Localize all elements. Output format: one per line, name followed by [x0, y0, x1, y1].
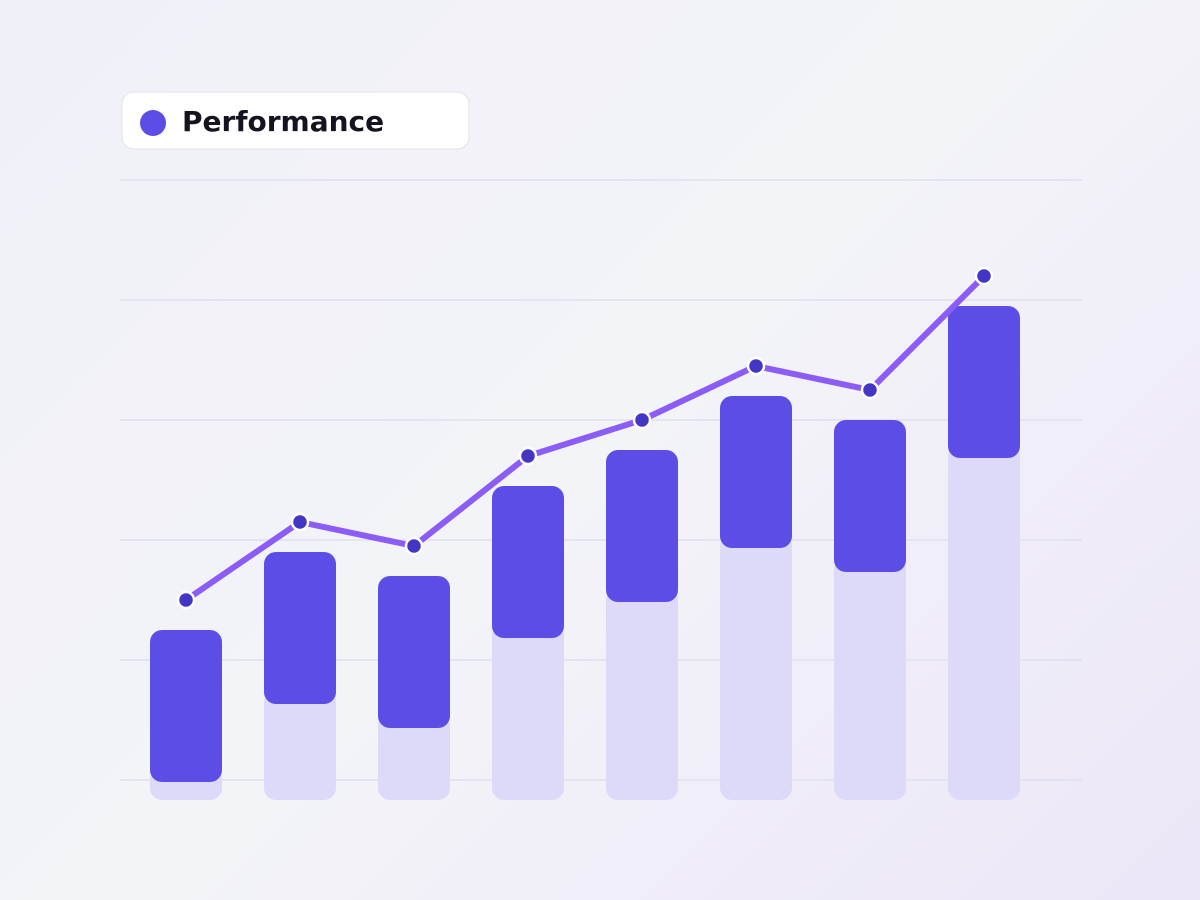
- line-point: [746, 356, 766, 376]
- bar-base: [264, 690, 336, 800]
- line-point: [290, 512, 310, 532]
- bar: [606, 450, 678, 602]
- bar-base: [834, 558, 906, 800]
- legend-label: Performance: [182, 105, 384, 138]
- legend: Performance: [121, 91, 470, 150]
- bar-base: [720, 534, 792, 800]
- bar-base: [606, 588, 678, 800]
- line-point: [860, 380, 880, 400]
- line-point: [632, 410, 652, 430]
- bar-base: [492, 624, 564, 800]
- bars: [150, 306, 1020, 800]
- bar: [492, 486, 564, 638]
- line-point: [518, 446, 538, 466]
- line-point: [974, 266, 994, 286]
- legend-box: [121, 91, 470, 150]
- line-layer: [176, 266, 994, 610]
- bar: [948, 306, 1020, 458]
- line: [183, 273, 987, 603]
- bar: [150, 630, 222, 782]
- legend-marker: [140, 110, 166, 136]
- bar: [720, 396, 792, 548]
- line-point: [176, 590, 196, 610]
- bar: [378, 576, 450, 728]
- bar-base: [948, 444, 1020, 800]
- line-point: [404, 536, 424, 556]
- bar-base: [378, 714, 450, 800]
- bar: [264, 552, 336, 704]
- bar: [834, 420, 906, 572]
